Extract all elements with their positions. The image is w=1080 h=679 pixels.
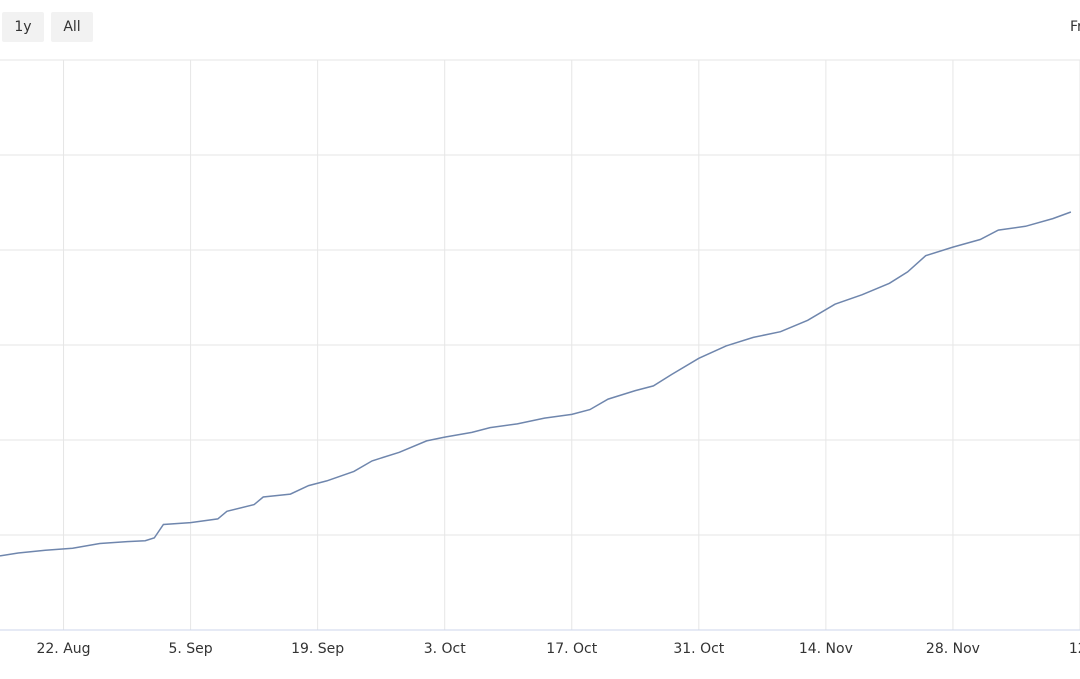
range-button[interactable] [51, 12, 93, 42]
x-tick-label: 14. Nov [799, 641, 853, 657]
x-tick-label: 3. Oct [424, 641, 467, 657]
range-button[interactable] [2, 12, 44, 42]
x-tick-label: 12. [1069, 641, 1080, 657]
line [0, 211, 1072, 557]
button-label[interactable]: All [63, 19, 80, 35]
x-tick-label: 19. Sep [291, 641, 344, 657]
from-label: Fr [1070, 19, 1080, 35]
x-tick-label: 28. Nov [926, 641, 980, 657]
x-tick-label: 31. Oct [673, 641, 724, 657]
x-tick-label: 22. Aug [36, 641, 90, 657]
x-tick-label: 17. Oct [546, 641, 597, 657]
button-label[interactable]: 1y [14, 19, 31, 35]
x-tick-label: 5. Sep [168, 641, 212, 657]
